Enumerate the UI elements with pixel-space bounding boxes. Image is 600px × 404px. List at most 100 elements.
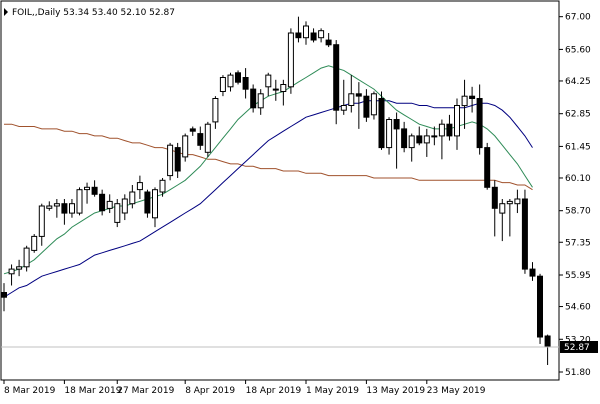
candle bbox=[99, 189, 106, 216]
candle bbox=[461, 79, 468, 129]
candle-body bbox=[408, 135, 415, 149]
candle bbox=[212, 96, 219, 129]
candle-body bbox=[212, 98, 219, 123]
candle-body bbox=[61, 203, 68, 214]
candle bbox=[121, 194, 128, 221]
candle bbox=[484, 142, 491, 190]
candle bbox=[438, 119, 445, 160]
candle-body bbox=[1, 292, 7, 298]
x-tick-label: 8 Apr 2019 bbox=[185, 386, 235, 396]
candle bbox=[242, 68, 249, 99]
candle-body bbox=[8, 268, 15, 275]
candle-body bbox=[129, 191, 136, 205]
candle-body bbox=[121, 198, 128, 214]
candle bbox=[272, 79, 279, 101]
candle bbox=[38, 203, 45, 246]
x-tick-label: 18 Apr 2019 bbox=[246, 386, 302, 396]
candle bbox=[363, 89, 370, 122]
candle-body bbox=[242, 77, 249, 90]
candle bbox=[31, 234, 38, 253]
candle-body bbox=[491, 186, 498, 209]
candle bbox=[431, 126, 438, 146]
candle bbox=[469, 86, 476, 113]
candle-body bbox=[363, 95, 370, 118]
candle bbox=[310, 28, 317, 43]
candle-body bbox=[152, 189, 158, 219]
candle bbox=[250, 84, 257, 113]
candle-body bbox=[106, 200, 113, 209]
ma-slow-line bbox=[4, 123, 533, 191]
candle-body bbox=[182, 135, 189, 158]
candle-body bbox=[386, 119, 393, 149]
candle-body bbox=[227, 74, 234, 88]
candle bbox=[393, 112, 400, 169]
candle-body bbox=[370, 93, 377, 116]
y-tick-label: 55.95 bbox=[565, 271, 591, 281]
y-tick-label: 53.20 bbox=[565, 335, 591, 345]
candle bbox=[514, 189, 521, 214]
y-axis: 67.00 65.60 64.25 62.85 61.45 60.10 58.70 57.35… bbox=[559, 13, 591, 378]
y-tick-label: 61.45 bbox=[565, 142, 591, 152]
candle bbox=[303, 21, 309, 45]
candle-body bbox=[31, 235, 38, 251]
candle-body bbox=[476, 98, 483, 149]
candle-body bbox=[144, 191, 151, 214]
collapse-triangle-icon bbox=[4, 8, 8, 16]
candle-body bbox=[84, 186, 90, 191]
candle bbox=[1, 283, 7, 312]
title-group: FOIL,,Daily 53.34 53.40 52.10 52.87 bbox=[4, 8, 175, 18]
candle bbox=[129, 184, 136, 209]
candle-body bbox=[461, 95, 468, 107]
candle-body bbox=[280, 84, 287, 92]
candle-body bbox=[189, 128, 196, 132]
candle bbox=[76, 187, 83, 216]
candle-body bbox=[114, 203, 121, 223]
candle-body bbox=[544, 335, 551, 348]
candle bbox=[23, 245, 30, 272]
current-price-badge bbox=[560, 340, 598, 353]
candle-body bbox=[91, 186, 98, 195]
candle-body bbox=[340, 105, 347, 111]
candle-body bbox=[438, 123, 445, 137]
candle-body bbox=[197, 133, 204, 146]
ma-mid-line bbox=[3, 100, 533, 298]
candle-body bbox=[318, 30, 325, 39]
candle bbox=[197, 126, 204, 150]
candle bbox=[174, 142, 181, 178]
candle bbox=[318, 28, 325, 43]
candle bbox=[416, 126, 423, 146]
candle bbox=[144, 189, 151, 218]
candle bbox=[53, 199, 60, 218]
candle bbox=[257, 89, 264, 115]
candles-layer bbox=[1, 16, 551, 365]
candle bbox=[521, 189, 528, 274]
candle bbox=[16, 259, 23, 277]
candle-body bbox=[167, 144, 174, 177]
candle bbox=[227, 72, 234, 92]
ma-mid-layer bbox=[3, 100, 533, 298]
y-tick-label: 62.85 bbox=[565, 110, 591, 120]
candle bbox=[114, 199, 121, 228]
candle-body bbox=[53, 203, 60, 207]
candle bbox=[370, 91, 377, 120]
candle bbox=[106, 194, 113, 214]
candle bbox=[84, 182, 90, 204]
candle-body bbox=[136, 182, 143, 191]
candle bbox=[159, 177, 166, 197]
candle-body bbox=[204, 123, 211, 153]
x-tick-label: 8 Mar 2019 bbox=[4, 386, 56, 396]
candle-body bbox=[484, 147, 491, 188]
candle bbox=[152, 187, 158, 228]
price-line-layer: 52.87 bbox=[1, 340, 598, 353]
candle-body bbox=[46, 205, 53, 209]
candle-body bbox=[416, 135, 423, 144]
candle-body bbox=[499, 203, 506, 214]
candle-body bbox=[431, 135, 438, 138]
candle bbox=[491, 180, 498, 237]
candle bbox=[265, 72, 272, 97]
candle bbox=[295, 16, 302, 43]
candle bbox=[386, 117, 393, 155]
candle bbox=[91, 180, 98, 197]
x-tick-label: 18 Mar 2019 bbox=[64, 386, 121, 396]
